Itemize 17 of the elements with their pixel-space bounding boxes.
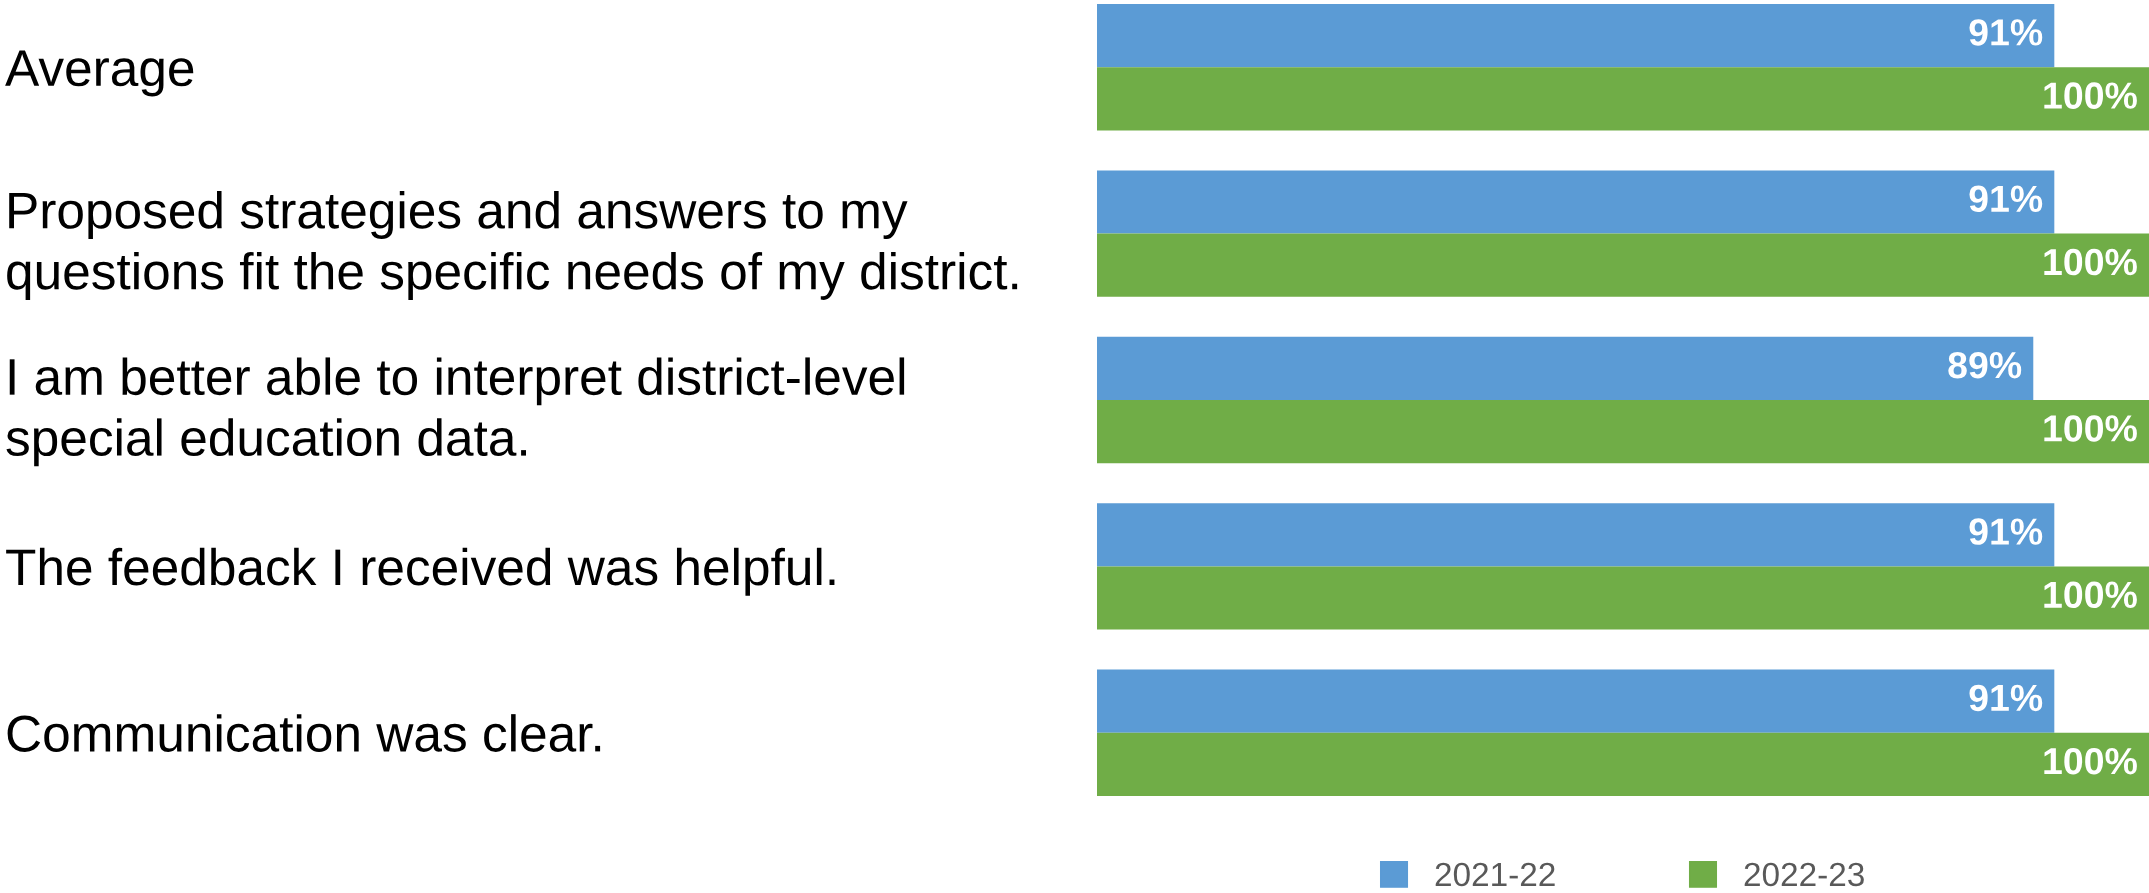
legend-label: 2022-23 bbox=[1744, 862, 1864, 887]
y-tick-label: I am better able to interpret district-level special education data. bbox=[6, 357, 905, 467]
y-tick-label: Proposed strategies and answers to my questions fit the specific needs of my district. bbox=[7, 191, 1018, 300]
data-label: 100% bbox=[2044, 415, 2137, 442]
data-label: 91% bbox=[1969, 684, 2043, 712]
data-label: 91% bbox=[1969, 518, 2043, 545]
data-label: 100% bbox=[2044, 82, 2137, 109]
data-label: 100% bbox=[2044, 248, 2137, 276]
data-label: 91% bbox=[1969, 19, 2043, 46]
data-label: 100% bbox=[2044, 581, 2137, 609]
data-label: 91% bbox=[1969, 185, 2043, 213]
y-tick-label: Average bbox=[5, 50, 194, 97]
y-tick-label: The feedback I received was helpful. bbox=[6, 547, 835, 596]
data-label: 100% bbox=[2044, 747, 2137, 775]
data-label: 89% bbox=[1948, 351, 2022, 379]
legend-label: 2021-22 bbox=[1435, 862, 1555, 887]
y-tick-label: Communication was clear. bbox=[7, 714, 601, 752]
